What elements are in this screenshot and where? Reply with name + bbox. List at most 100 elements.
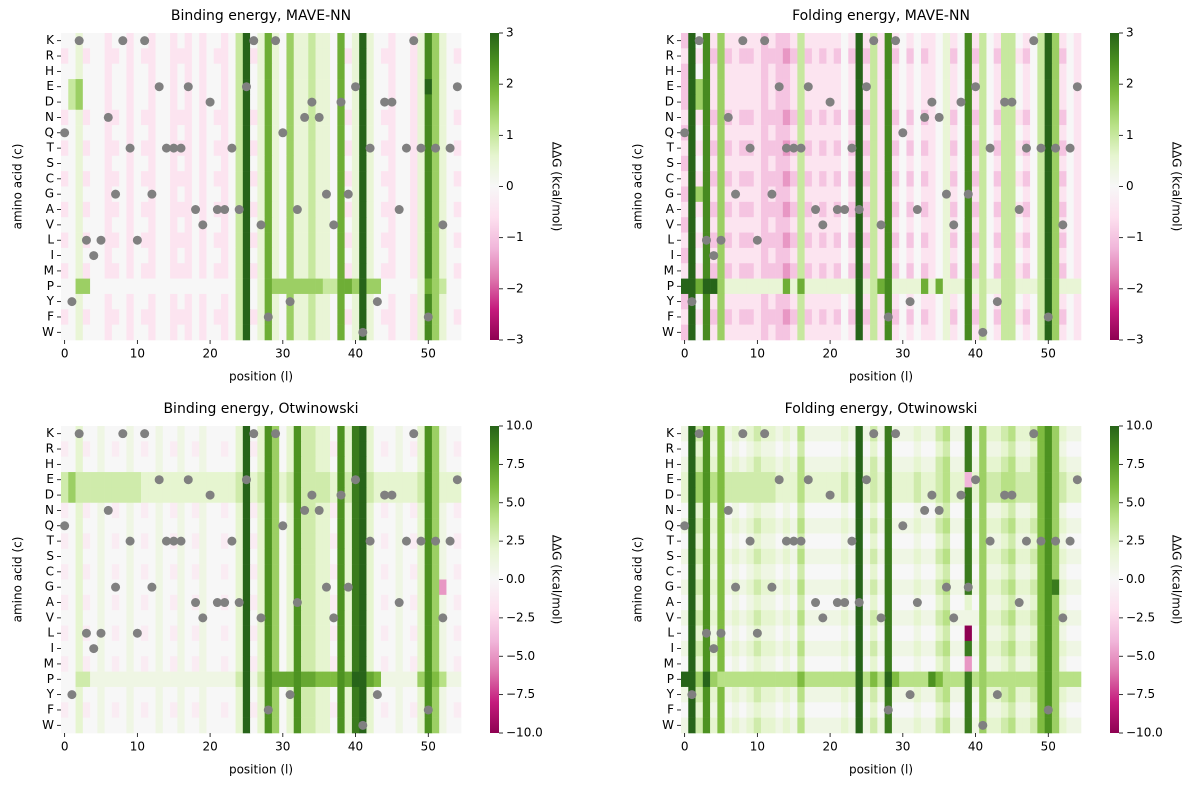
heatmap-cell [841, 217, 849, 233]
heatmap-cell [681, 456, 689, 473]
heatmap-cell [351, 702, 360, 718]
heatmap-cell [702, 247, 711, 264]
heatmap-cell [308, 426, 316, 442]
heatmap-cell [870, 217, 878, 233]
heatmap-cell [250, 502, 258, 519]
heatmap-cell [877, 293, 885, 310]
heatmap-cell [870, 640, 878, 657]
heatmap-cell [841, 324, 849, 341]
heatmap-cell [782, 487, 791, 504]
heatmap-cell [986, 564, 995, 580]
wild-type-marker [300, 505, 310, 515]
heatmap-cell [891, 487, 900, 504]
heatmap-cell [424, 171, 433, 187]
y-tick-label: M [44, 263, 54, 277]
heatmap-cell [337, 125, 345, 141]
heatmap-cell [366, 686, 375, 703]
heatmap-cell [431, 702, 440, 718]
heatmap-cell [811, 456, 820, 473]
heatmap-cell [1059, 594, 1067, 611]
heatmap-cell [710, 502, 718, 519]
heatmap-cell [746, 579, 755, 596]
wild-type-marker [81, 628, 91, 638]
heatmap-cell [257, 79, 265, 95]
heatmap-cell [104, 33, 113, 49]
heatmap-cell [921, 426, 929, 442]
heatmap-cell [935, 533, 944, 550]
heatmap-cell [1030, 610, 1038, 626]
heatmap-cell [782, 186, 791, 203]
heatmap-cell [957, 217, 965, 233]
wild-type-marker [96, 628, 106, 638]
heatmap-cell [746, 502, 755, 519]
heatmap-cell [293, 125, 302, 141]
heatmap-cell [308, 686, 316, 703]
heatmap-cell [148, 594, 156, 611]
y-tick-label: V [46, 610, 55, 624]
heatmap-cell [82, 594, 91, 611]
heatmap-cell [1066, 278, 1075, 295]
heatmap-cell [97, 109, 105, 126]
wild-type-marker [416, 536, 426, 546]
heatmap-cell [351, 186, 360, 203]
heatmap-cell [913, 702, 922, 718]
heatmap-cell [388, 640, 396, 657]
y-tick-label: D [45, 488, 54, 502]
heatmap-cell [126, 109, 135, 126]
y-tick-label: V [46, 217, 55, 231]
heatmap-cell [717, 472, 725, 488]
heatmap-cell [191, 564, 200, 580]
heatmap-cell [957, 686, 965, 703]
heatmap-cell [811, 155, 820, 172]
heatmap-cell [971, 94, 980, 111]
heatmap-cell [221, 125, 229, 141]
heatmap-cell [235, 579, 244, 596]
heatmap-cell [1001, 472, 1009, 488]
heatmap-cell [804, 309, 813, 325]
y-tick-label: N [45, 503, 54, 517]
heatmap-cell [862, 564, 871, 580]
heatmap-cell [790, 217, 798, 233]
heatmap-cell [155, 263, 164, 279]
heatmap-cell [446, 502, 455, 519]
heatmap-cell [1022, 232, 1031, 249]
y-tick-label: Y [46, 294, 55, 308]
heatmap-cell [797, 186, 805, 203]
heatmap-cell [141, 472, 149, 488]
heatmap-cell [439, 548, 447, 565]
heatmap-cell [410, 309, 418, 325]
wild-type-marker [183, 475, 193, 485]
heatmap-cell [133, 502, 142, 519]
heatmap-cell [402, 33, 411, 49]
heatmap-cell [330, 33, 338, 49]
heatmap-cell [126, 33, 135, 49]
heatmap-cell [322, 324, 331, 341]
heatmap-cell [1030, 518, 1038, 534]
heatmap-cell [1044, 63, 1053, 80]
heatmap-cell [410, 79, 418, 95]
wild-type-marker [992, 297, 1002, 307]
heatmap-cell [97, 594, 105, 611]
heatmap-cell [761, 263, 769, 279]
heatmap-cell [337, 171, 345, 187]
heatmap-cell [228, 186, 236, 203]
heatmap-cell [213, 671, 222, 688]
heatmap-cell [446, 263, 455, 279]
heatmap-cell [155, 232, 164, 249]
heatmap-cell [337, 79, 345, 95]
heatmap-cell [717, 324, 725, 341]
heatmap-cell [899, 33, 907, 49]
heatmap-cell [862, 293, 871, 310]
heatmap-cell [811, 502, 820, 519]
heatmap-cell [191, 518, 200, 534]
heatmap-cell [90, 293, 98, 310]
heatmap-cell [431, 640, 440, 657]
heatmap-cell [315, 247, 324, 264]
heatmap-cell [964, 533, 973, 550]
heatmap-cell [688, 263, 696, 279]
heatmap-cell [928, 247, 936, 264]
heatmap-cell [870, 441, 878, 457]
heatmap-cell [833, 109, 842, 126]
heatmap-cell [993, 140, 1002, 157]
heatmap-cell [381, 472, 389, 488]
